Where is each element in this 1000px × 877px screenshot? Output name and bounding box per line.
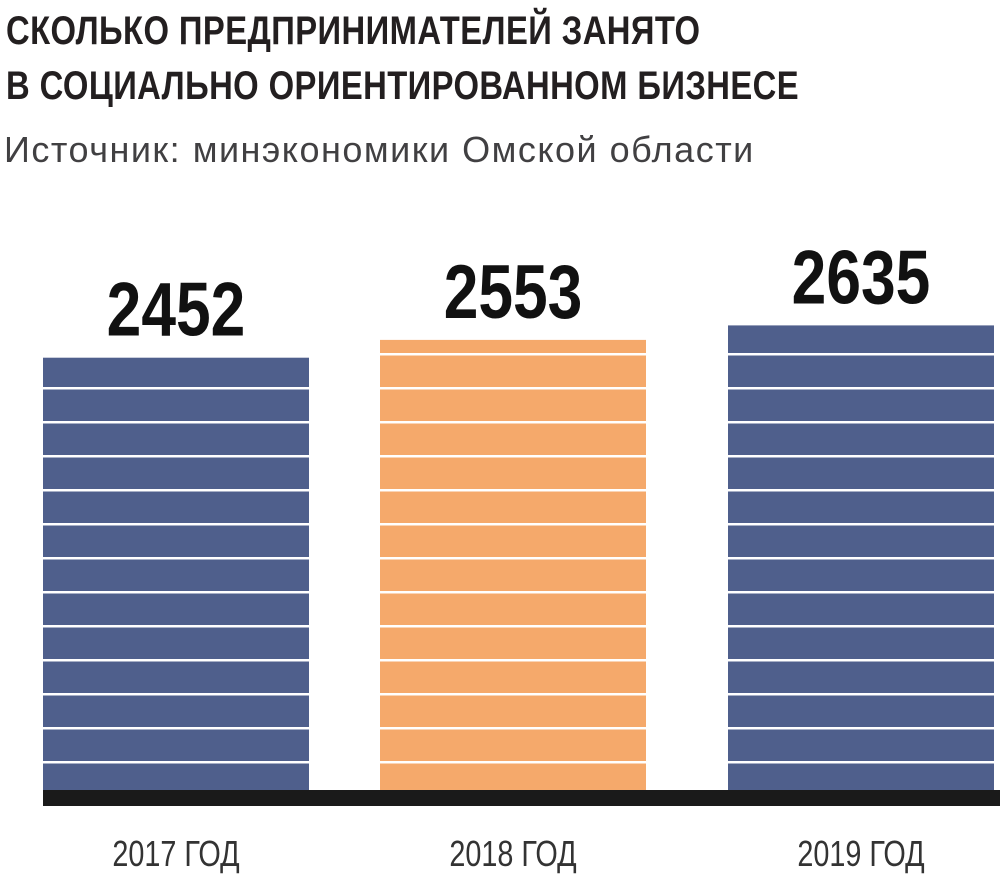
bar-stripe bbox=[380, 659, 646, 662]
bar-stripe bbox=[380, 761, 646, 764]
bar-stripe bbox=[380, 353, 646, 356]
bar-stripe bbox=[380, 693, 646, 696]
bar-stripe bbox=[728, 591, 994, 594]
bar-2 bbox=[380, 339, 646, 790]
bar-stripe bbox=[380, 625, 646, 628]
bar-stripe bbox=[43, 557, 309, 560]
bar-stripe bbox=[43, 727, 309, 730]
bar-stripe bbox=[43, 489, 309, 492]
bar-stripe bbox=[43, 421, 309, 424]
category-label-2: 2018 ГОД bbox=[449, 833, 576, 874]
bar-stripe bbox=[728, 523, 994, 526]
chart-title-line-1: СКОЛЬКО ПРЕДПРИНИМАТЕЛЕЙ ЗАНЯТО bbox=[6, 9, 701, 53]
bar-1 bbox=[43, 357, 309, 790]
bar-stripe bbox=[728, 761, 994, 764]
bar-stripe bbox=[380, 455, 646, 458]
bar-stripe bbox=[43, 387, 309, 390]
bar-stripe bbox=[380, 489, 646, 492]
bar-stripe bbox=[380, 727, 646, 730]
chart-source: Источник: минэкономики Омской области bbox=[4, 129, 755, 170]
value-label-1: 2452 bbox=[107, 267, 246, 352]
bar-stripe bbox=[728, 557, 994, 560]
bar-stripe bbox=[728, 659, 994, 662]
value-label-3: 2635 bbox=[792, 235, 931, 320]
bar-stripe bbox=[728, 489, 994, 492]
bar-stripe bbox=[43, 761, 309, 764]
baseline bbox=[43, 790, 1000, 806]
chart-title-line-2: В СОЦИАЛЬНО ОРИЕНТИРОВАННОМ БИЗНЕСЕ bbox=[6, 64, 800, 108]
bar-stripe bbox=[728, 625, 994, 628]
category-label-3: 2019 ГОД bbox=[797, 833, 924, 874]
bar-stripe bbox=[380, 421, 646, 424]
bar-stripe bbox=[43, 455, 309, 458]
bar-stripe bbox=[728, 455, 994, 458]
bar-stripe bbox=[728, 387, 994, 390]
bar-stripe bbox=[728, 353, 994, 356]
bar-stripe bbox=[380, 387, 646, 390]
bar-stripe bbox=[43, 625, 309, 628]
bar-stripe bbox=[43, 523, 309, 526]
bar-stripe bbox=[728, 727, 994, 730]
bar-stripe bbox=[43, 591, 309, 594]
value-label-2: 2553 bbox=[444, 249, 583, 334]
bar-stripe bbox=[728, 693, 994, 696]
chart-title: СКОЛЬКО ПРЕДПРИНИМАТЕЛЕЙ ЗАНЯТО В СОЦИАЛ… bbox=[6, 4, 818, 114]
bar-stripe bbox=[380, 591, 646, 594]
bar-stripe bbox=[43, 659, 309, 662]
bar-stripe bbox=[380, 557, 646, 560]
bar-stripe bbox=[43, 693, 309, 696]
category-label-1: 2017 ГОД bbox=[112, 833, 239, 874]
bar-stripe bbox=[380, 523, 646, 526]
bar-stripe bbox=[728, 421, 994, 424]
